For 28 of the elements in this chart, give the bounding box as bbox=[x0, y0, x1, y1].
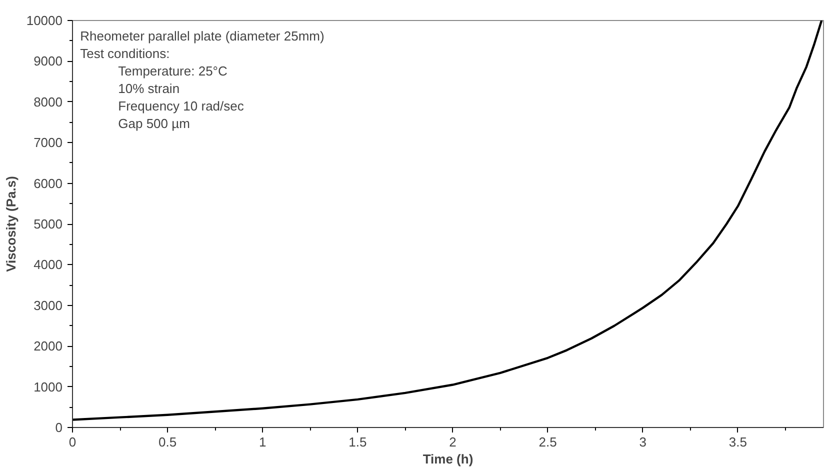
x-axis-title: Time (h) bbox=[422, 452, 474, 466]
y-tick-label: 10000 bbox=[26, 13, 63, 28]
annotation: Rheometer parallel plate (diameter 25mm) bbox=[80, 28, 324, 44]
y-tick-label: 8000 bbox=[34, 94, 62, 110]
x-tick-label: 2.5 bbox=[538, 434, 557, 450]
annotation: Gap 500 µm bbox=[118, 116, 190, 132]
y-tick-label: 7000 bbox=[34, 135, 62, 150]
x-tick-label: 1 bbox=[259, 434, 266, 450]
x-tick-label: 0 bbox=[68, 434, 76, 450]
y-tick-label: 5000 bbox=[34, 216, 62, 232]
annotation: Temperature: 25°C bbox=[118, 64, 228, 79]
x-tick-label: 2 bbox=[449, 434, 456, 450]
y-axis-title: Viscosity (Pa.s) bbox=[3, 176, 18, 272]
x-tick-label: 3 bbox=[639, 434, 646, 450]
annotation: Test conditions: bbox=[80, 46, 170, 62]
y-tick-label: 3000 bbox=[34, 298, 62, 313]
line-series bbox=[72, 20, 823, 421]
y-tick-label: 6000 bbox=[34, 176, 62, 191]
x-tick-label: 0.5 bbox=[158, 434, 177, 450]
y-tick-label: 2000 bbox=[34, 338, 62, 354]
annotation: 10% strain bbox=[118, 81, 180, 96]
x-tick-label: 3.5 bbox=[728, 434, 747, 450]
y-tick-label: 1000 bbox=[34, 379, 62, 394]
annotation: Frequency 10 rad/sec bbox=[118, 98, 244, 114]
y-tick-label: 0 bbox=[55, 420, 63, 435]
y-tick-label: 4000 bbox=[34, 257, 62, 272]
x-tick-label: 1.5 bbox=[348, 434, 367, 450]
y-tick-label: 9000 bbox=[34, 54, 62, 69]
